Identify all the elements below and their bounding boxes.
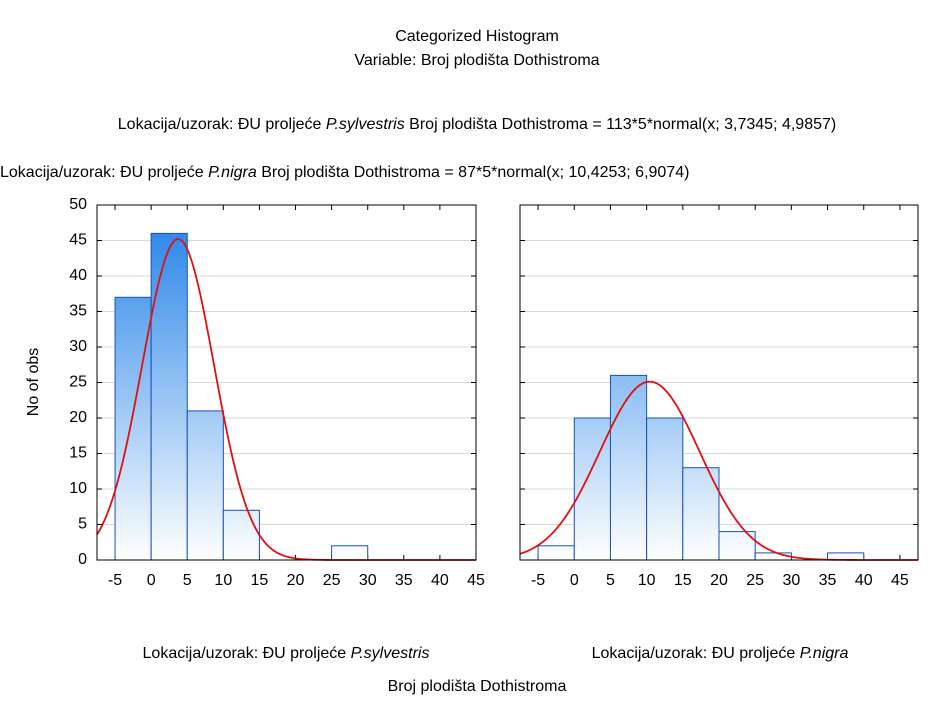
panel-prefix: Lokacija/uzorak: ĐU proljeće [142,645,347,662]
legend-italic: P.sylvestris [325,116,405,133]
y-tick-label: 45 [69,232,87,249]
chart-title: Categorized Histogram [395,28,559,45]
x-axis-label: Broj plodišta Dothistroma [387,678,567,695]
x-tick-label: 0 [147,572,156,589]
y-axis-label: No of obs [25,348,42,416]
legend-entry: Lokacija/uzorak: ĐU proljeće P.sylvestri… [20,112,931,138]
x-tick-label: 15 [674,572,692,589]
plot-frame [96,204,477,561]
panel-italic: P.nigra [799,645,849,662]
y-tick-label: 50 [69,196,87,213]
y-tick-label: 40 [69,267,87,284]
x-tick-label: 10 [638,572,656,589]
x-tick-label: 5 [606,572,615,589]
x-tick-label: 15 [251,572,269,589]
panel-label: Lokacija/uzorak: ĐU proljeće P.nigra [520,645,920,663]
bar [222,509,260,561]
panel-italic: P.sylvestris [350,645,430,662]
y-tick-label: 35 [69,303,87,320]
x-tick-label: 35 [819,572,837,589]
legend-prefix: Lokacija/uzorak: ĐU proljeće [0,164,204,181]
legend-entry: Lokacija/uzorak: ĐU proljeće P.nigra Bro… [0,164,689,182]
y-tick-label: 30 [69,338,87,355]
chart-subtitle: Variable: Broj plodišta Dothistroma [354,52,600,69]
bar [114,296,152,561]
bar [537,545,575,561]
x-tick-label: 45 [891,572,909,589]
y-tick-label: 0 [78,551,87,568]
x-tick-label: -5 [108,572,122,589]
bar [150,232,188,561]
plot-frame [519,204,919,561]
y-tick-label: 15 [69,445,87,462]
y-tick-label: 5 [78,516,87,533]
x-tick-label: 0 [570,572,579,589]
bar [646,417,684,561]
x-tick-label: 40 [855,572,873,589]
x-tick-label: 20 [710,572,728,589]
panel-label: Lokacija/uzorak: ĐU proljeće P.sylvestri… [86,645,486,663]
bar [682,467,720,561]
bar [186,410,224,561]
x-tick-label: 20 [287,572,305,589]
legend-italic: P.nigra [208,164,257,181]
legend-fit: Broj plodišta Dothistroma = 113*5*normal… [409,116,837,133]
y-tick-label: 10 [69,480,87,497]
bar [331,545,369,561]
legend-fit: Broj plodišta Dothistroma = 87*5*normal(… [261,164,690,181]
x-tick-label: -5 [531,572,545,589]
legend-prefix: Lokacija/uzorak: ĐU proljeće [117,116,322,133]
bar [609,374,648,561]
x-tick-label: 35 [395,572,413,589]
x-tick-label: 10 [214,572,232,589]
x-tick-label: 45 [467,572,485,589]
panel-prefix: Lokacija/uzorak: ĐU proljeće [591,645,796,662]
x-tick-label: 30 [359,572,377,589]
x-tick-label: 40 [431,572,449,589]
y-tick-label: 20 [69,409,87,426]
x-tick-label: 30 [782,572,800,589]
x-tick-label: 25 [746,572,764,589]
y-tick-label: 25 [69,374,87,391]
x-tick-label: 25 [323,572,341,589]
x-tick-label: 5 [183,572,192,589]
